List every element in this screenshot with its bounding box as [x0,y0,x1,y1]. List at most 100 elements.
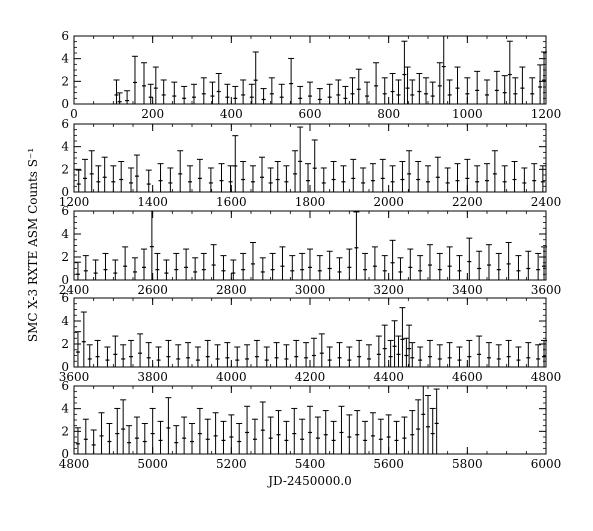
y-axis-title: SMC X-3 RXTE ASM Counts S⁻¹ [26,148,40,342]
data-point [330,420,337,454]
data-point [436,344,443,367]
data-point [145,342,152,367]
data-point [230,259,237,280]
data-point [541,246,548,280]
data-point [356,339,363,367]
data-point [279,246,286,280]
data-point [244,405,251,454]
data-point [512,77,519,104]
data-point [391,320,398,367]
data-point [291,407,298,454]
data-point [433,388,440,454]
data-point [381,77,388,104]
data-point [155,346,162,367]
data-point [110,165,117,192]
x-tick-label: 600 [299,107,322,121]
data-point [346,346,353,367]
data-point [283,165,290,192]
data-point [131,257,138,280]
data-point [426,244,433,280]
y-tick-label: 4 [61,140,69,154]
x-tick-label: 5600 [373,457,404,471]
x-tick-label: 1800 [295,195,326,209]
data-point [389,239,396,280]
data-point [535,252,542,280]
data-point [364,81,371,104]
data-point [133,154,140,192]
y-tick-label: 4 [61,52,69,66]
data-point [288,57,295,104]
x-tick-label: 4400 [373,370,404,384]
data-point [145,169,152,192]
data-point [456,346,463,367]
data-point [228,414,235,454]
data-point [366,344,372,367]
data-point [273,342,280,367]
data-point [224,342,231,367]
data-point [207,167,214,192]
data-point [429,407,436,454]
data-point [240,161,247,192]
data-point [440,35,447,104]
data-point [407,248,414,280]
data-point [297,126,304,192]
data-point [501,75,508,104]
data-point [185,342,192,367]
data-point [369,412,376,454]
data-point [268,77,275,104]
data-point [330,161,337,192]
data-point [346,248,353,280]
data-point [511,161,518,192]
data-point [181,85,188,104]
data-point [267,416,274,454]
data-point [297,85,304,104]
data-point [224,83,231,104]
data-point [74,261,81,280]
data-point [395,79,402,104]
data-point [454,163,461,192]
data-point [416,73,423,104]
data-point [377,418,384,454]
data-point [244,344,251,367]
data-point [106,423,113,454]
data-point [393,420,400,454]
data-point [95,165,102,192]
data-point [385,414,392,454]
data-point [305,163,312,192]
y-tick-label: 2 [61,250,69,264]
data-point [98,412,105,454]
data-point [165,397,172,454]
data-point [355,68,362,104]
data-point [122,246,129,280]
data-point [326,83,333,104]
data-point [267,167,274,192]
data-point [535,344,542,367]
data-point [118,161,125,192]
data-point [525,342,532,367]
y-tick-label: 2 [61,424,69,438]
data-point [322,410,329,454]
x-tick-label: 0 [70,107,78,121]
y-tick-label: 6 [61,379,69,393]
data-point [425,165,431,192]
data-point [212,412,219,454]
data-point [249,165,256,192]
y-tick-label: 4 [61,402,69,416]
data-point [82,418,89,454]
data-point [316,255,323,280]
data-point [189,423,195,454]
x-tick-label: 1200 [59,195,90,209]
data-point [505,339,512,367]
data-point [420,385,427,454]
data-point [120,344,127,367]
data-point [210,244,217,280]
data-point [163,259,170,280]
data-point [326,346,333,367]
data-point [369,163,376,192]
data-point [476,250,483,280]
y-tick-label: 6 [61,29,69,43]
data-point [529,77,536,104]
data-point [200,77,207,104]
x-tick-label: 1000 [452,107,483,121]
data-point [373,62,380,104]
